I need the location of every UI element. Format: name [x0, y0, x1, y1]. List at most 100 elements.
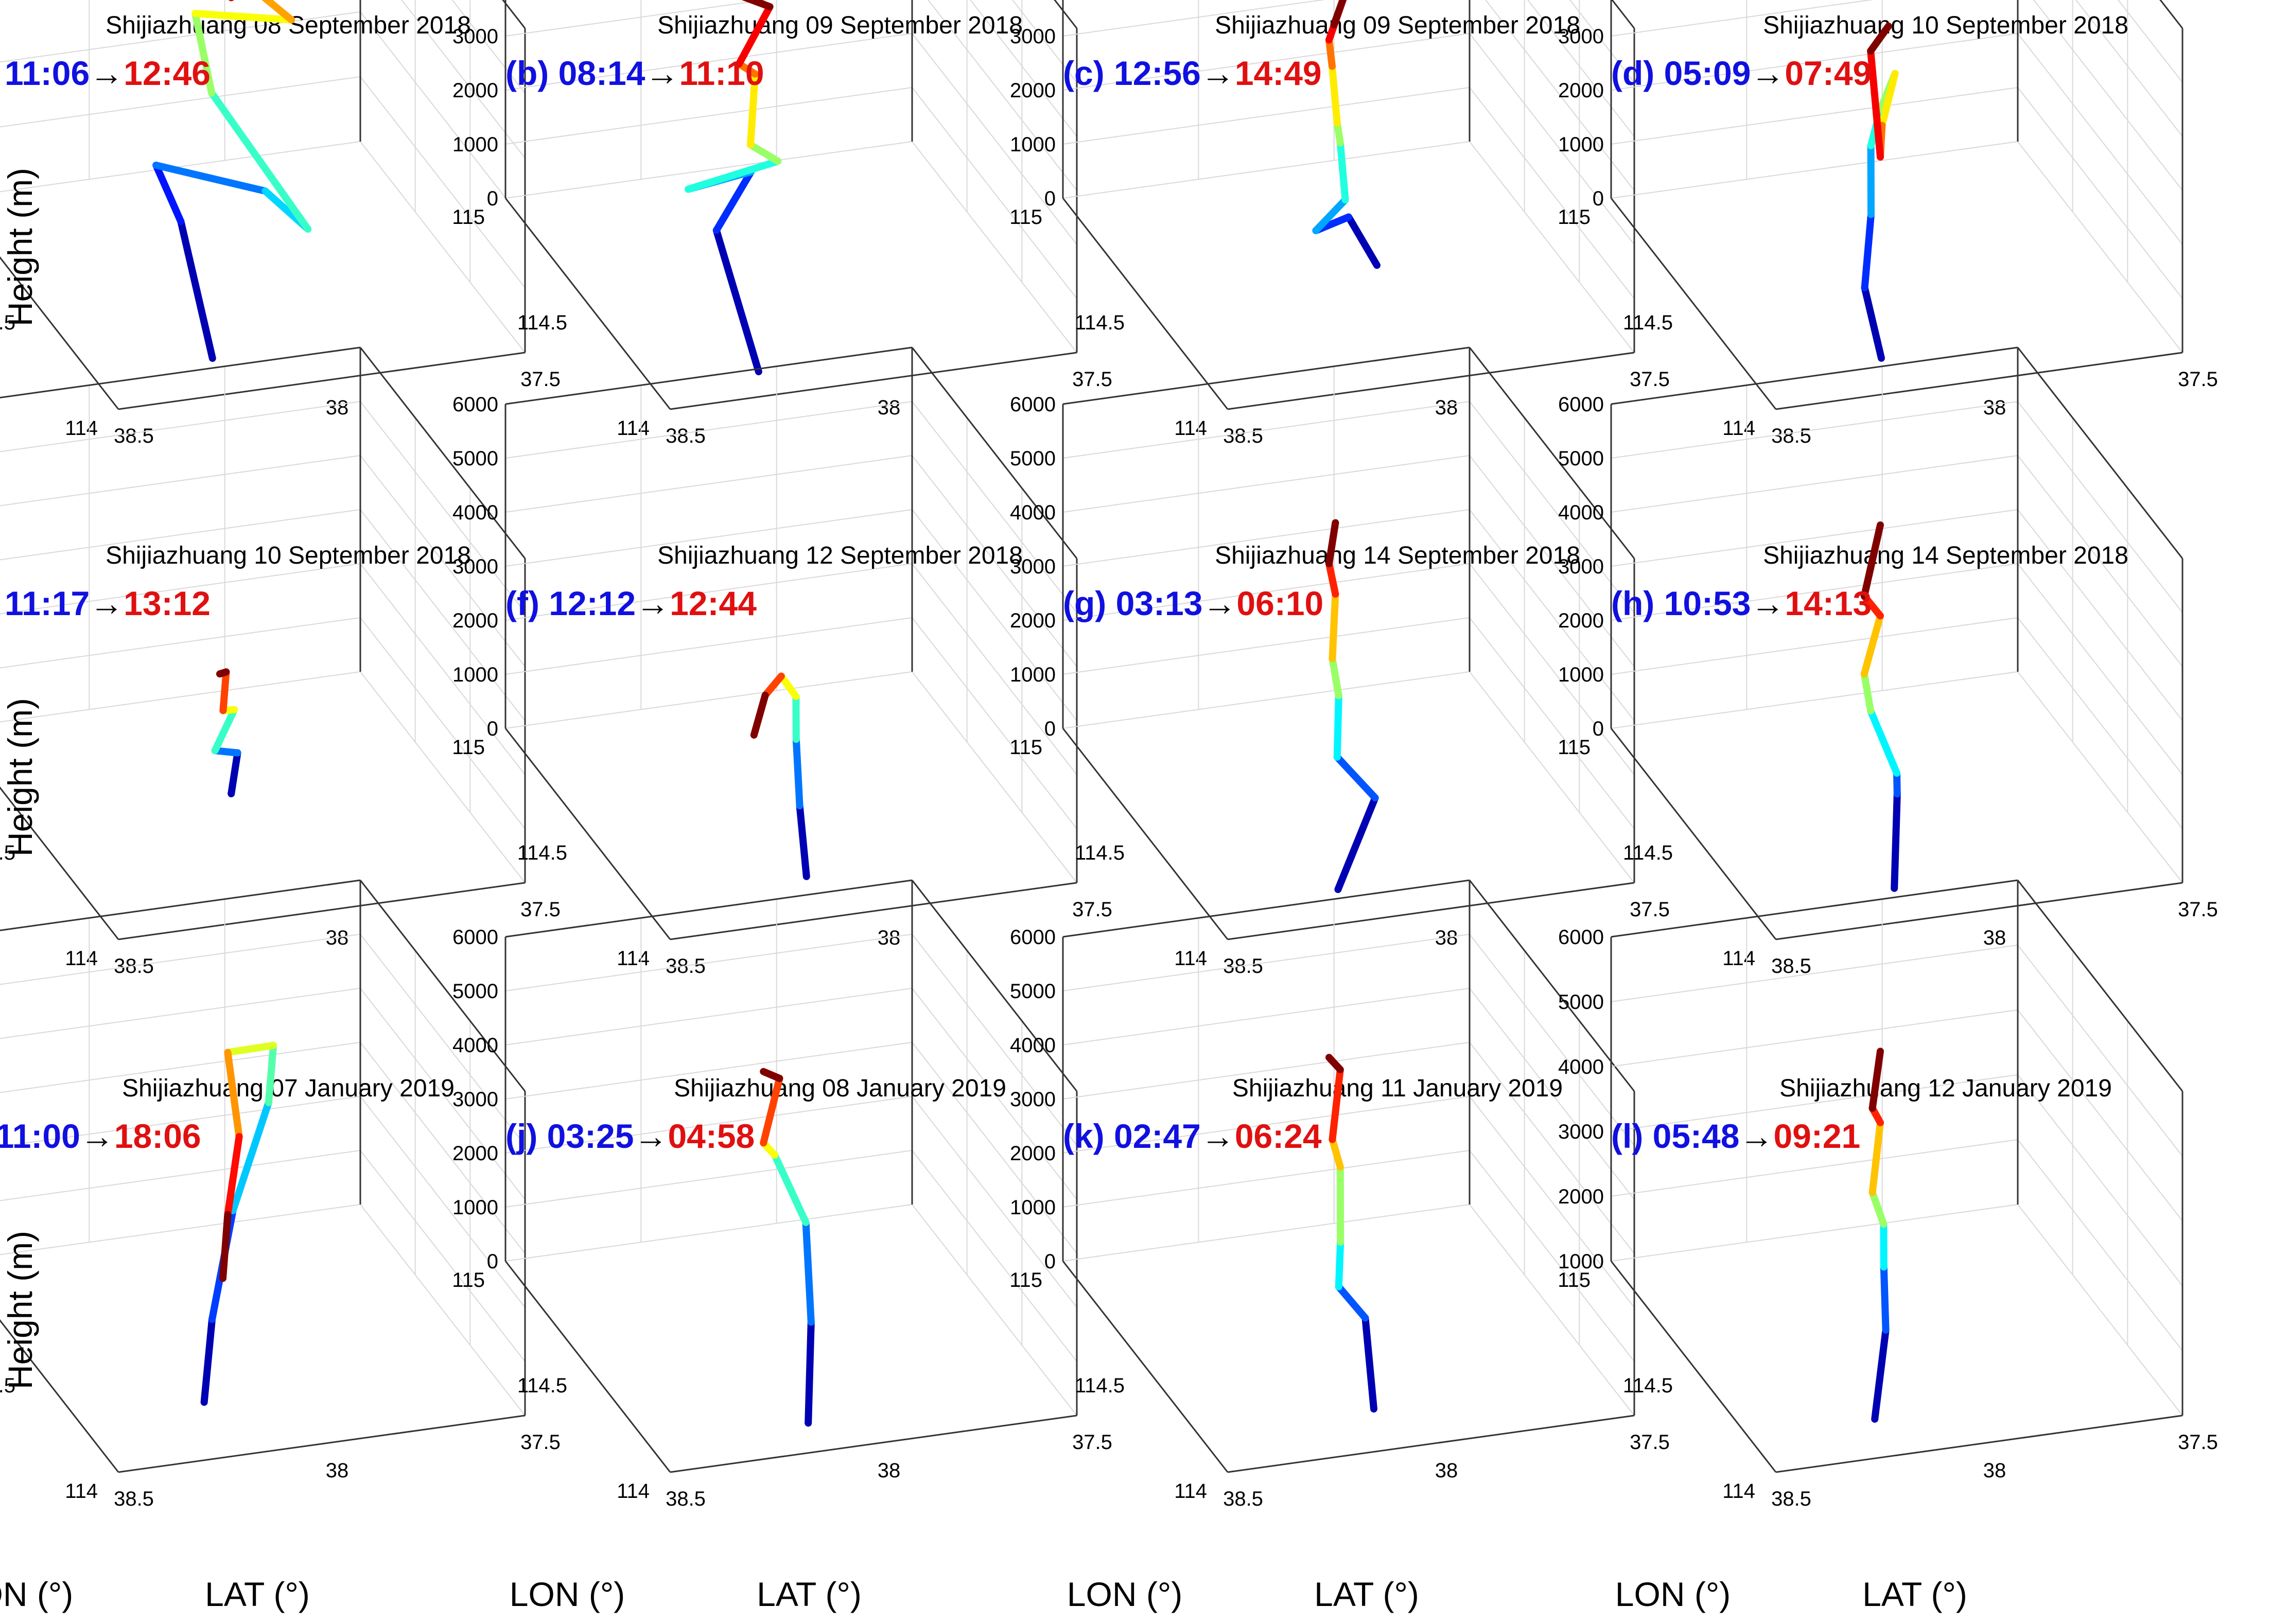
z-gridline-back [1062, 934, 1470, 991]
z-tick-label: 1000 [1558, 133, 1604, 156]
lat-tick-label: 38 [878, 1459, 901, 1482]
lat-tick-label: 38 [1435, 1459, 1458, 1482]
trajectory-segment [1329, 590, 1339, 662]
z-tick-label: 2000 [1010, 79, 1056, 102]
trajectory-segment [802, 1218, 815, 1326]
z-gridline-side [2017, 141, 2183, 353]
lon-tick-label: 114.5 [1623, 311, 1673, 334]
z-tick-label: 3000 [1558, 25, 1604, 48]
lat-axis-label: LAT (°) [1862, 1575, 1967, 1613]
z-gridline-back [0, 988, 361, 1039]
z-gridline-side [1469, 455, 1635, 667]
panel-k: 0 1000 2000 3000 4000 5000 6000 115 114.5 114 38.5… [1009, 879, 1670, 1510]
z-gridline-side [360, 988, 526, 1200]
z-gridline-side [912, 87, 1077, 299]
panel-a: 100020003000400050006000115114.511438.53… [0, 0, 561, 447]
panel-l: 1000 2000 3000 4000 5000 6000 115 114.5 114 38.5 3… [1558, 879, 2218, 1510]
trajectory-segment [1335, 1283, 1369, 1322]
z-gridline-side [360, 563, 526, 775]
panel-title: Shijiazhuang 12 January 2019 [1779, 1075, 2112, 1102]
trajectory-segment [712, 226, 762, 376]
z-gridline-back [505, 401, 913, 459]
z-gridline-back [1062, 1204, 1470, 1262]
z-gridline-side [1469, 1204, 1635, 1416]
trajectory-segment [1325, 519, 1339, 567]
lat-axis [670, 882, 1077, 940]
trajectory-segment [1329, 655, 1342, 700]
trajectory-segment [1860, 521, 1884, 600]
trajectory-segment [1312, 196, 1349, 234]
lon-tick-label: 114.5 [1623, 842, 1673, 864]
panel-title: Shijiazhuang 08 January 2019 [674, 1075, 1006, 1102]
box-edge [1611, 346, 2018, 405]
box-edge [1469, 880, 1635, 1092]
z-gridline-back [0, 934, 361, 985]
z-gridline-side [1469, 1042, 1635, 1254]
lat-axis [670, 1415, 1077, 1473]
lon-tick-label: 114 [1174, 947, 1207, 970]
trajectory-segment [1334, 794, 1379, 893]
z-gridline-side [2017, 563, 2183, 775]
lon-axis [1610, 198, 1777, 410]
z-gridline-back [505, 934, 913, 991]
trajectory-segment [1860, 592, 1884, 620]
z-gridline-side [360, 11, 526, 223]
lon-tick-label: 114.5 [0, 842, 15, 864]
box-edge [1062, 879, 1470, 938]
panel-label: (j) [505, 1117, 547, 1155]
lon-tick-label: 114 [65, 1480, 98, 1503]
z-tick-label: 4000 [1010, 501, 1056, 524]
z-gridline-side [1469, 934, 1635, 1146]
z-tick-label: 6000 [1558, 393, 1604, 416]
z-tick-label: 5000 [1558, 447, 1604, 470]
z-gridline-side [912, 671, 1077, 883]
lon-axis [504, 1261, 671, 1473]
lat-tick-label: 38 [326, 1459, 349, 1482]
time-annotation: (c) 12:56→14:49 [1063, 54, 1322, 92]
lon-tick-label: 114.5 [1075, 311, 1125, 334]
z-tick-label: 1000 [1558, 1250, 1604, 1273]
lat-tick-label: 38.5 [114, 425, 154, 447]
trajectory-segment [771, 1151, 810, 1226]
z-gridline-side [401, 0, 526, 159]
trajectory-segment [1329, 1136, 1344, 1171]
panel-label: (e) [0, 584, 5, 622]
lat-tick-label: 38 [1983, 927, 2006, 949]
trajectory-segment [224, 1041, 277, 1056]
trajectory-segment [1868, 1119, 1884, 1196]
z-gridline-back [1062, 671, 1470, 729]
z-gridline-back [1062, 33, 1470, 91]
z-gridline-back [505, 141, 913, 199]
z-gridline-side [360, 1150, 526, 1362]
z-gridline-side [912, 509, 1077, 721]
lon-tick-label: 114 [617, 1480, 650, 1503]
box-edge [1469, 347, 1635, 559]
box-edge [1062, 346, 1470, 405]
z-gridline-back [1611, 509, 2018, 567]
z-gridline-back [1062, 988, 1470, 1045]
lat-tick-label: 37.5 [2178, 1431, 2218, 1454]
z-tick-label: 2000 [1010, 1142, 1056, 1165]
lon-tick-label: 114.5 [517, 842, 567, 864]
start-time: 11:00 [0, 1117, 80, 1155]
z-gridline-side [1469, 1096, 1635, 1308]
trajectory-segment [1871, 1326, 1890, 1423]
lat-axis-label: LAT (°) [205, 1575, 310, 1613]
lat-tick-label: 38.5 [1771, 425, 1811, 447]
lon-axis [504, 728, 671, 940]
lat-axis [1227, 1415, 1635, 1473]
box-edge [911, 880, 1078, 1092]
arrow-icon: → [636, 584, 670, 622]
z-tick-label: 6000 [1010, 393, 1056, 416]
trajectory-segment [1333, 692, 1342, 761]
lon-tick-label: 114.5 [1075, 1374, 1125, 1397]
end-time: 11:10 [679, 54, 764, 92]
end-time: 09:21 [1773, 1117, 1860, 1155]
lat-tick-label: 38 [878, 396, 901, 419]
z-tick-label: 2000 [452, 609, 498, 632]
lon-tick-label: 115 [452, 206, 485, 229]
z-tick-label: 3000 [1010, 25, 1056, 48]
z-gridline-side [360, 455, 526, 667]
z-gridline-back [0, 563, 361, 615]
lon-axis-label: LON (°) [0, 1575, 73, 1613]
